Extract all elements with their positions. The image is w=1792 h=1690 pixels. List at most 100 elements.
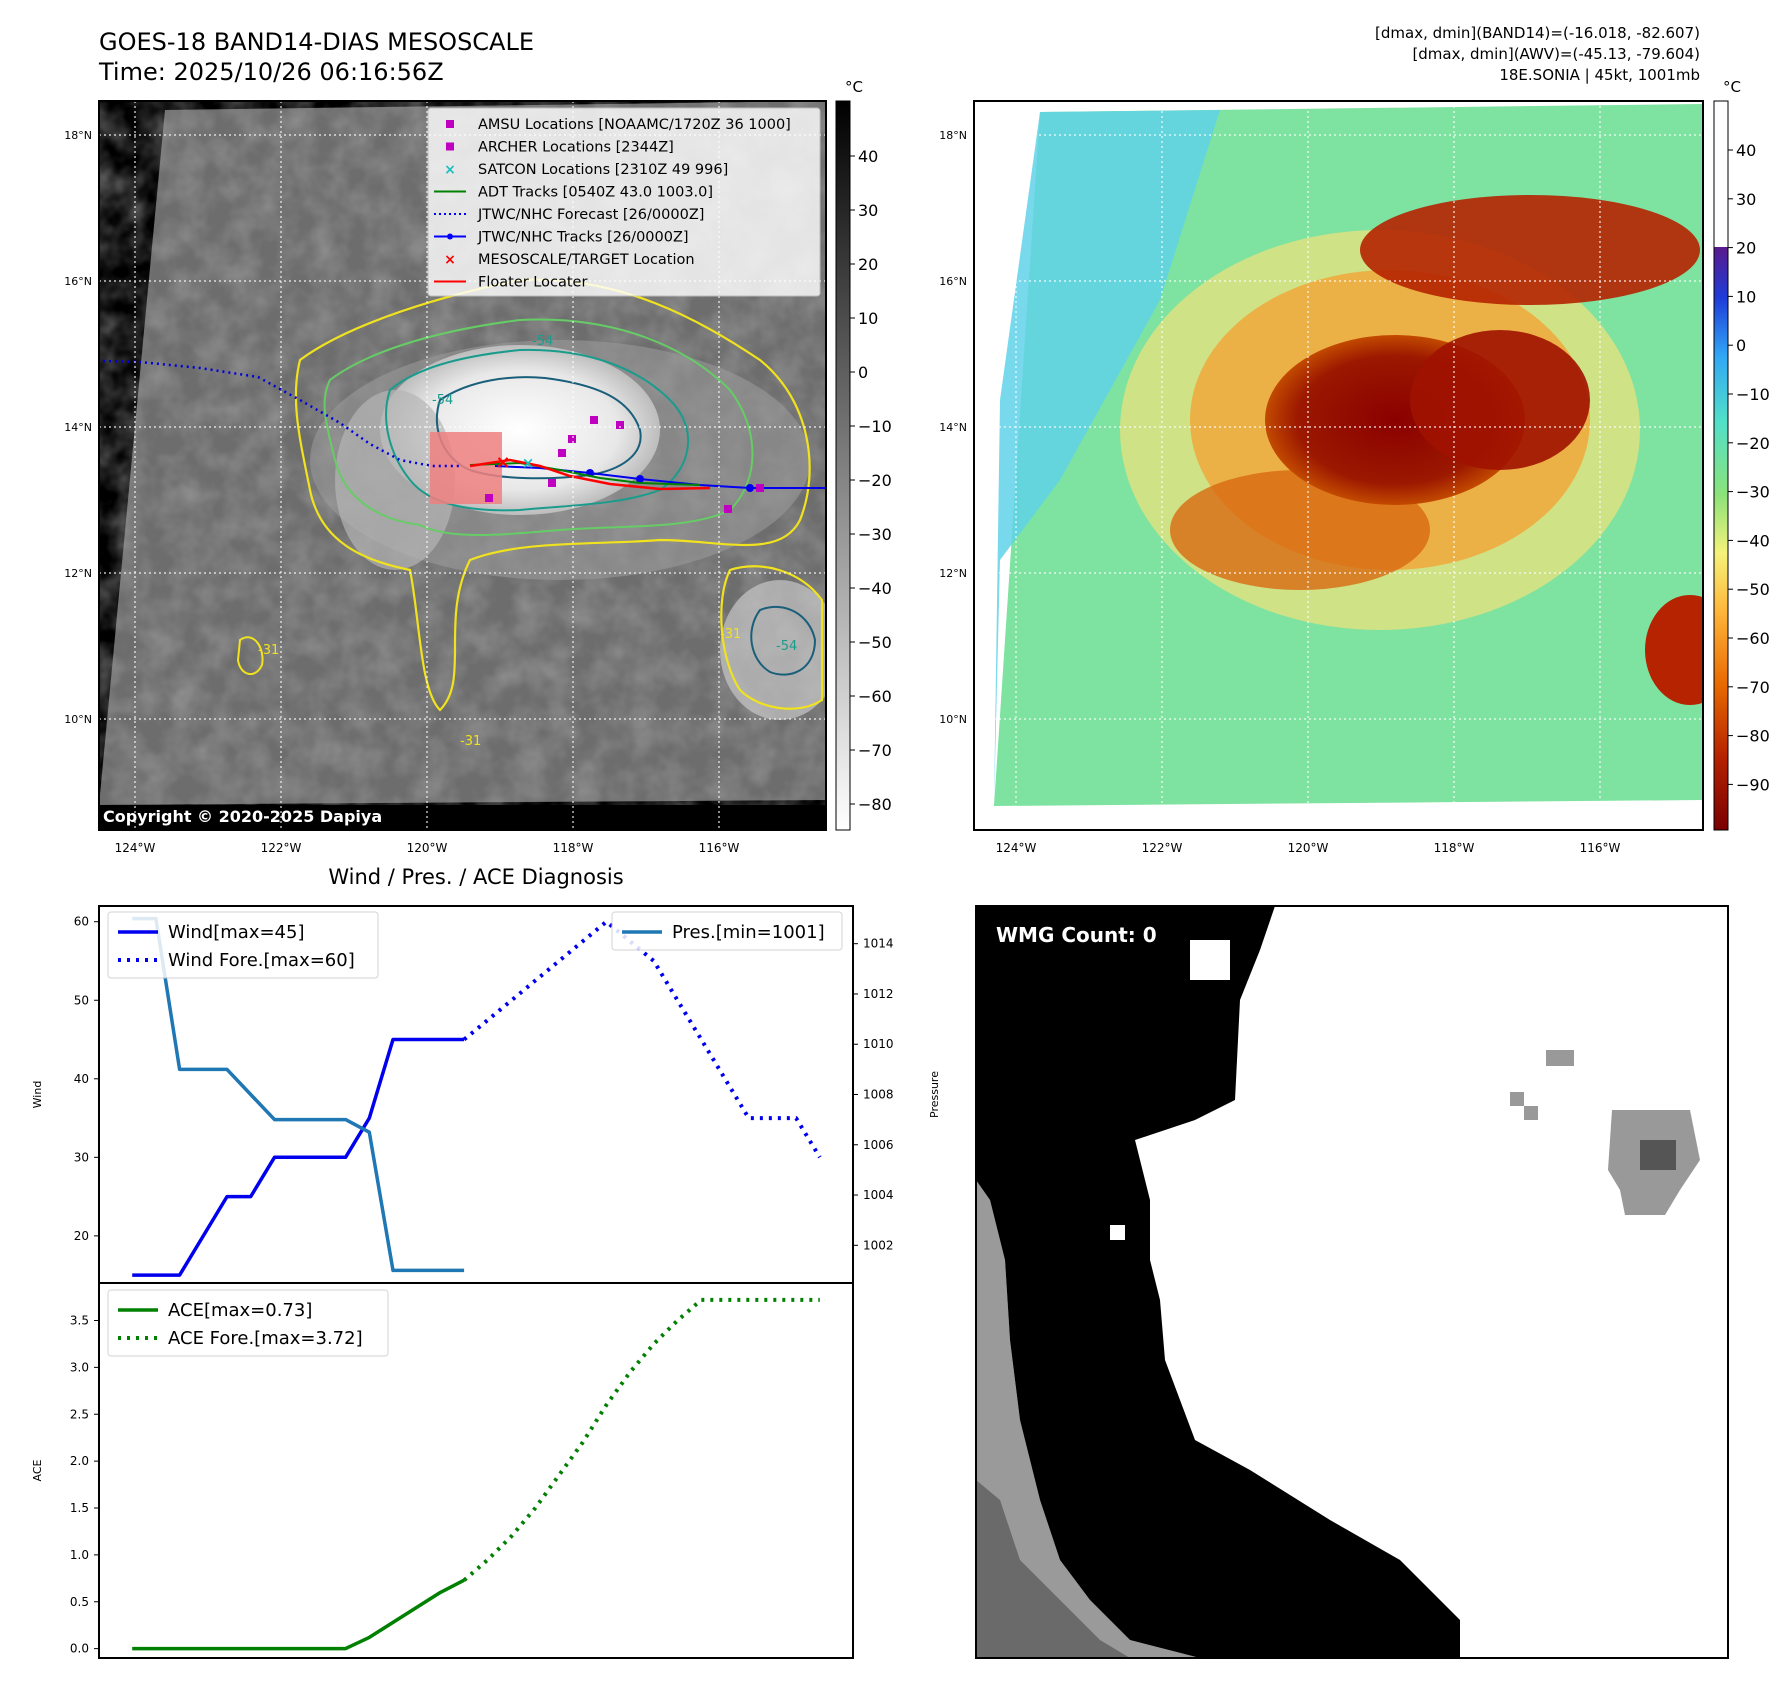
track-point — [636, 475, 644, 483]
colorbar-tick-label: −20 — [1736, 434, 1770, 453]
legend-entry: AMSU Locations [NOAAMC/1720Z 36 1000] — [446, 117, 791, 133]
lon-label-118w: 118°W — [553, 841, 594, 855]
colorbar-tick-label: −80 — [1736, 727, 1770, 746]
awv-cdo-east — [1410, 330, 1590, 470]
colorbar-tick-label: 30 — [1736, 190, 1756, 209]
ir-colorbar — [835, 100, 851, 831]
y2-tick-label: 1004 — [863, 1188, 894, 1202]
contour-label-2: -31 — [460, 734, 481, 749]
awv-colorbar-unit: °C — [1723, 78, 1741, 96]
legend-box — [427, 107, 821, 297]
lat-label-10n: 10°N — [939, 713, 967, 726]
legend-label: JTWC/NHC Tracks [26/0000Z] — [477, 230, 689, 246]
lat-label-18n: 18°N — [939, 129, 967, 142]
wmg-white-notch — [1110, 1225, 1125, 1240]
lon-label-122w: 122°W — [1142, 841, 1183, 855]
legend-box — [107, 1289, 389, 1357]
awv-colorbar — [1713, 100, 1729, 831]
y-tick-label: 3.5 — [70, 1314, 89, 1328]
lon-label-124w: 124°W — [115, 841, 156, 855]
floater-track — [469, 458, 711, 491]
archer-marker — [616, 421, 624, 429]
info-awv: [dmax, dmin](AWV)=(-45.13, -79.604) — [1412, 45, 1700, 63]
info-storm: 18E.SONIA | 45kt, 1001mb — [1499, 66, 1700, 84]
y2-tick-label: 1008 — [863, 1088, 894, 1102]
colorbar-tick-label: −20 — [858, 471, 892, 490]
y-tick-label: 1.0 — [70, 1548, 89, 1562]
wmg-gray-region — [976, 1180, 1200, 1658]
legend-box — [107, 911, 379, 979]
lat-label-18n: 18°N — [64, 129, 92, 142]
legend-label: Wind Fore.[max=60] — [168, 950, 355, 971]
colorbar-tick-label: −60 — [858, 687, 892, 706]
archer-marker — [724, 505, 732, 513]
colorbar-tick-label: −80 — [858, 795, 892, 814]
legend-entry: JTWC/NHC Forecast [26/0000Z] — [434, 207, 704, 223]
lat-label-16n: 16°N — [939, 275, 967, 288]
legend-label: ADT Tracks [0540Z 43.0 1003.0] — [478, 185, 713, 201]
awv-colorbar-ticks: 40 30 20 10 0 −10 −20 −30 −40 −50 −60 −70 −80 −90 — [1728, 141, 1770, 794]
ir-map-frame — [98, 100, 827, 831]
lat-label-12n: 12°N — [64, 567, 92, 580]
lat-label-14n: 14°N — [939, 421, 967, 434]
lat-label-16n: 16°N — [64, 275, 92, 288]
y-axis-label: Wind — [31, 1081, 44, 1109]
colorbar-tick-label: 0 — [1736, 336, 1746, 355]
colorbar-tick-label: −10 — [1736, 385, 1770, 404]
chart-legend: Pres.[min=1001] — [611, 911, 843, 951]
wmg-count-label: WMG Count: 0 — [996, 923, 1157, 947]
archer-marker — [568, 435, 576, 443]
contour-east-teal — [750, 605, 817, 676]
legend-label: MESOSCALE/TARGET Location — [478, 252, 695, 268]
forecast-track — [102, 359, 460, 468]
contour-label-6: -31 — [258, 643, 279, 658]
lat-label-10n: 10°N — [64, 713, 92, 726]
y2-tick-label: 1010 — [863, 1037, 894, 1051]
colorbar-tick-label: 10 — [1736, 287, 1756, 306]
archer-marker — [485, 494, 493, 502]
y-tick-label: 50 — [74, 993, 89, 1007]
series-line-ace — [132, 1578, 465, 1651]
contour-label-1: -54 — [432, 393, 453, 408]
y2-tick-label: 1006 — [863, 1138, 894, 1152]
contour-label-3: -54 — [776, 639, 797, 654]
y-tick-label: 0.5 — [70, 1595, 89, 1609]
series-line-wind-fore- — [462, 919, 822, 1159]
colorbar-tick-label: −40 — [858, 579, 892, 598]
colorbar-tick-label: −40 — [1736, 531, 1770, 550]
archer-marker — [558, 449, 566, 457]
contour-east-yellow — [720, 565, 824, 710]
y-tick-label: 0.0 — [70, 1642, 89, 1656]
y2-tick-label: 1014 — [863, 937, 894, 951]
wmg-white-notch — [1190, 940, 1230, 980]
colorbar-tick-label: −30 — [858, 525, 892, 544]
ir-legend: AMSU Locations [NOAAMC/1720Z 36 1000] ARC… — [427, 107, 821, 297]
legend-x-marker: × — [444, 252, 456, 268]
y-tick-label: 40 — [74, 1072, 89, 1086]
legend-box — [611, 911, 843, 951]
y-tick-label: 3.0 — [70, 1360, 89, 1374]
lat-label-12n: 12°N — [939, 567, 967, 580]
legend-entry: Floater Locater — [434, 275, 587, 291]
legend-label: JTWC/NHC Forecast [26/0000Z] — [477, 207, 704, 223]
floater-box — [430, 432, 502, 504]
lon-label-120w: 120°W — [1288, 841, 1329, 855]
legend-entry: ADT Tracks [0540Z 43.0 1003.0] — [434, 185, 713, 201]
series-line-pres- — [132, 916, 465, 1273]
legend-label: AMSU Locations [NOAAMC/1720Z 36 1000] — [478, 117, 791, 133]
lon-label-122w: 122°W — [261, 841, 302, 855]
legend-label: ACE[max=0.73] — [168, 1300, 312, 1321]
colorbar-tick-label: −70 — [1736, 678, 1770, 697]
y-tick-label: 60 — [74, 915, 89, 929]
legend-label: Floater Locater — [478, 275, 587, 291]
awv-map-frame — [973, 100, 1704, 831]
awv-map: 18°N 16°N 14°N 12°N 10°N 124°W 122°W 120… — [939, 78, 1770, 855]
ir-map: -54 -31 -54 -31 -54 -31 — [64, 78, 892, 855]
contour-label-4: -31 — [720, 627, 741, 642]
y2-axis-label: Pressure — [928, 1071, 941, 1118]
ace-chart: 0.0 0.5 1.0 1.5 2.0 2.5 3.0 3.5 ACE ACE[max=0.73]… — [31, 1282, 854, 1659]
legend-label: ARCHER Locations [2344Z] — [478, 140, 674, 156]
legend-label: ACE Fore.[max=3.72] — [168, 1328, 363, 1349]
contour-green — [323, 318, 754, 536]
track-point — [746, 484, 754, 492]
